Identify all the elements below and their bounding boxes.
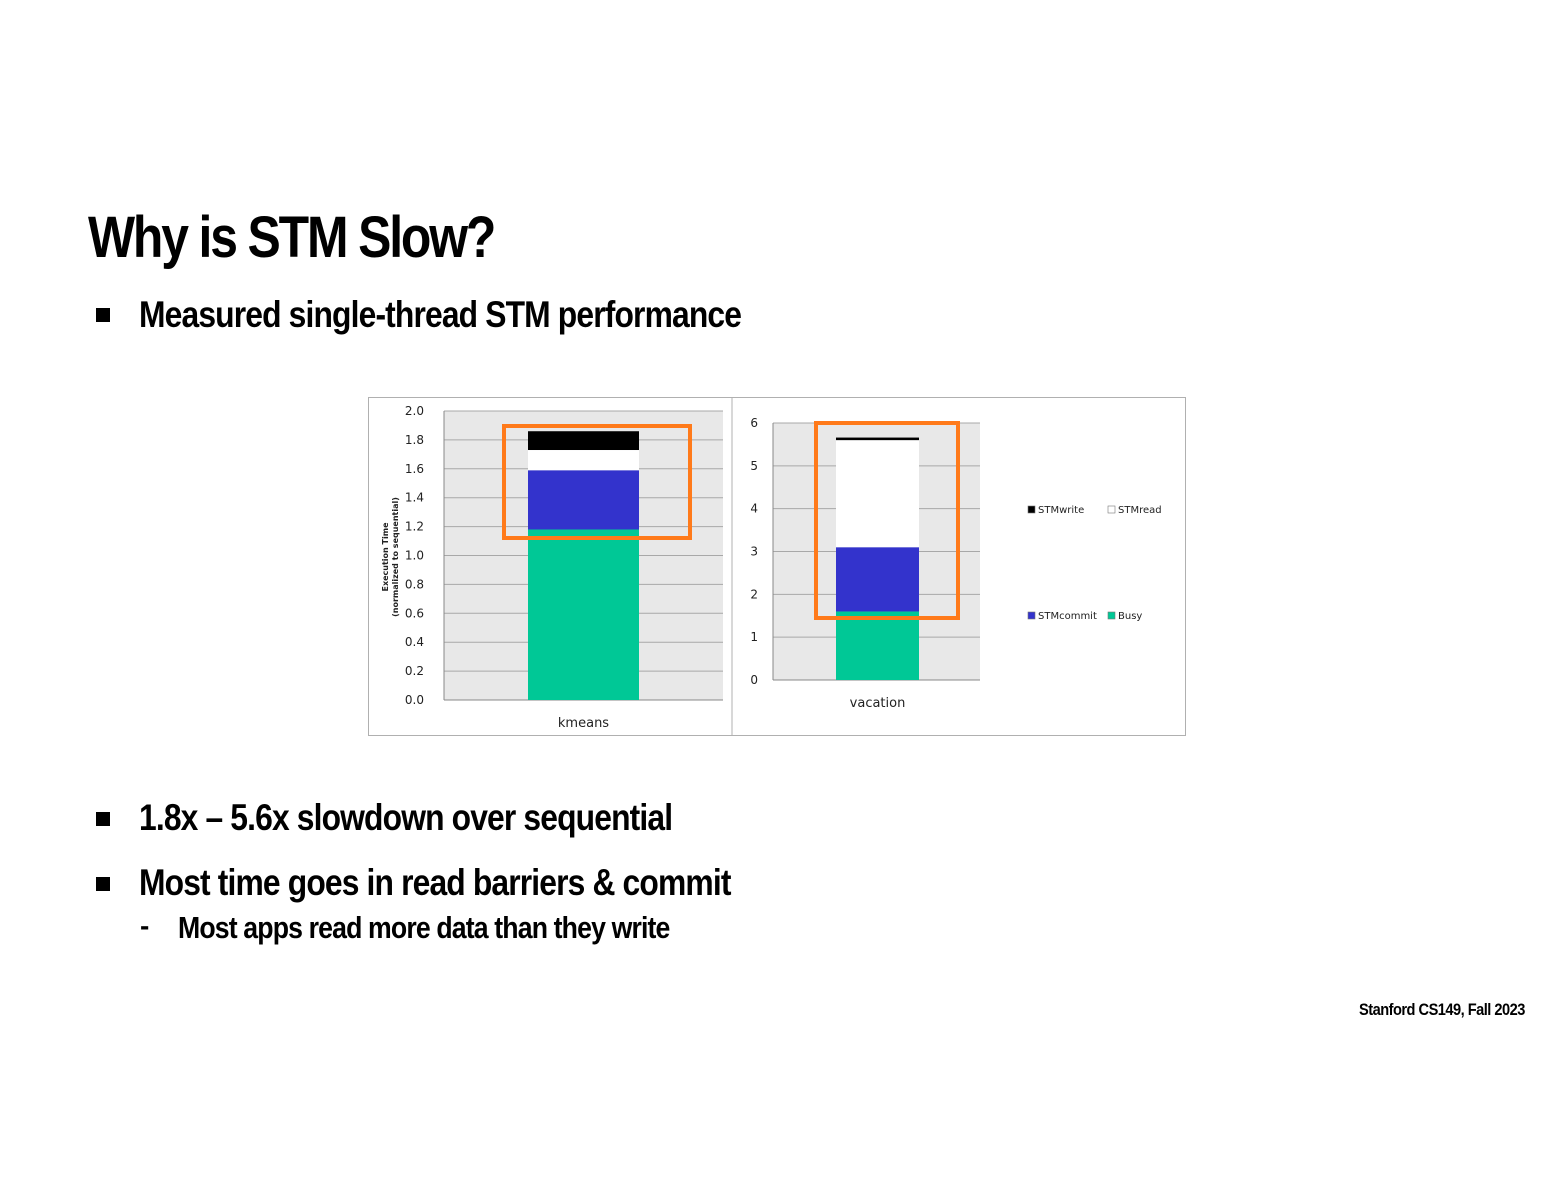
y-tick-label: 1.4 — [405, 491, 424, 505]
x-category-label: kmeans — [558, 716, 609, 731]
bullet-icon — [96, 877, 110, 891]
legend-swatch-stmread — [1107, 505, 1116, 514]
y-tick-label: 1.2 — [405, 520, 424, 534]
slide-title: Why is STM Slow? — [88, 205, 496, 270]
y-axis-label: Execution Time — [381, 522, 390, 592]
legend-swatch-stmwrite — [1027, 505, 1036, 514]
y-tick-label: 0.0 — [405, 693, 424, 707]
y-tick-label: 2 — [750, 587, 758, 601]
y-tick-label: 1.0 — [405, 549, 424, 563]
y-tick-label: 0.6 — [405, 606, 424, 620]
chart-panel: 0.0 0.2 0.4 0.6 0.8 1.0 1.2 1.4 1.6 1.8 2.0 kmeans E… — [368, 397, 1186, 736]
y-tick-label: 3 — [750, 545, 758, 559]
y-tick-label: 5 — [750, 459, 758, 473]
legend-label-stmcommit: STMcommit — [1038, 611, 1097, 622]
legend-label-busy: Busy — [1118, 611, 1142, 622]
y-tick-label: 1.8 — [405, 433, 424, 447]
legend-label-stmread: STMread — [1118, 505, 1162, 516]
highlight-box — [502, 424, 692, 540]
y-tick-label: 2.0 — [405, 404, 424, 418]
y-tick-label: 1 — [750, 630, 758, 644]
bullet-icon — [96, 308, 110, 322]
legend-swatch-stmcommit — [1027, 611, 1036, 620]
y-tick-label: 0.4 — [405, 635, 424, 649]
bullet-read-barriers: Most time goes in read barriers & commit — [139, 862, 731, 903]
y-tick-label: 0 — [750, 673, 758, 687]
y-axis-label-sub: (normalized to sequential) — [391, 497, 400, 617]
y-tick-label: 4 — [750, 502, 758, 516]
bar-vacation-stmwrite — [836, 437, 919, 441]
bullet-slowdown: 1.8x – 5.6x slowdown over sequential — [139, 797, 673, 838]
y-tick-label: 6 — [750, 416, 758, 430]
highlight-box — [814, 421, 960, 620]
bar-vacation-stmread — [836, 440, 919, 548]
stm-execution-time-chart: 0.0 0.2 0.4 0.6 0.8 1.0 1.2 1.4 1.6 1.8 2.0 kmeans E… — [368, 397, 1186, 736]
y-tick-label: 0.2 — [405, 664, 424, 678]
footer-course-label: Stanford CS149, Fall 2023 — [1359, 1000, 1525, 1019]
sub-bullet-dash: - — [140, 910, 150, 941]
bar-vacation-busy — [836, 611, 919, 680]
bullet-icon — [96, 812, 110, 826]
y-tick-label: 0.8 — [405, 577, 424, 591]
y-tick-label: 1.6 — [405, 462, 424, 476]
legend-swatch-busy — [1107, 611, 1116, 620]
bar-kmeans-stmread — [528, 450, 639, 471]
bar-kmeans-stmcommit — [528, 470, 639, 530]
bullet-measured: Measured single-thread STM performance — [139, 294, 742, 335]
bar-kmeans-stmwrite — [528, 431, 639, 451]
legend-label-stmwrite: STMwrite — [1038, 505, 1084, 516]
bar-kmeans-busy — [528, 529, 639, 700]
bar-vacation-stmcommit — [836, 547, 919, 612]
x-category-label: vacation — [850, 696, 906, 711]
sub-bullet-read-more: Most apps read more data than they write — [178, 910, 670, 945]
